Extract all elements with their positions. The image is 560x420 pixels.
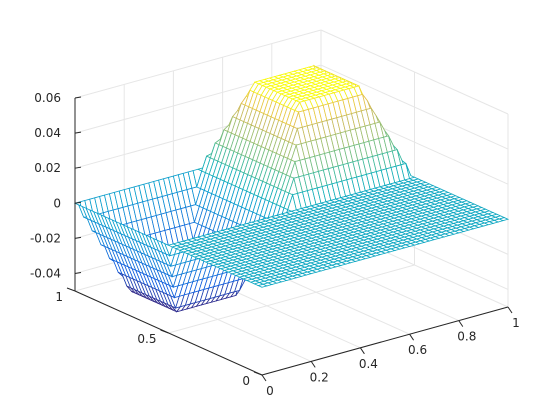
side-wall-grid-line	[320, 64, 509, 150]
axis-lines	[66, 96, 513, 382]
x-tick-label: 0.8	[457, 330, 476, 344]
z-tick-mark	[74, 201, 82, 204]
z-tick-mark	[74, 271, 82, 274]
x-tick-mark	[458, 320, 464, 327]
x-tick-mark	[409, 333, 415, 341]
y-tick-label: 0.5	[137, 332, 156, 346]
z-tick-label: 0	[53, 196, 61, 210]
y-tick-mark	[66, 287, 76, 292]
z-tick-label: 0.04	[34, 126, 61, 140]
x-tick-label: 0.6	[408, 343, 427, 357]
y-tick-label: 1	[55, 290, 63, 304]
z-tick-label: -0.02	[30, 231, 61, 245]
z-tick-mark	[74, 166, 82, 169]
surface-mesh	[73, 64, 510, 313]
x-tick-mark	[507, 306, 513, 314]
y-tick-mark	[253, 371, 263, 376]
x-axis-line	[261, 306, 509, 376]
z-tick-mark	[74, 131, 82, 134]
x-tick-mark	[310, 361, 316, 368]
y-tick-mark	[160, 329, 169, 334]
z-tick-label: 0.06	[34, 91, 61, 105]
y-tick-label: 0	[242, 374, 250, 388]
z-tick-label: -0.04	[30, 266, 61, 280]
x-tick-label: 0.4	[359, 357, 378, 371]
floor-grid-line	[168, 264, 415, 334]
z-tick-mark	[74, 236, 82, 239]
x-tick-mark	[359, 347, 365, 355]
x-tick-label: 0.2	[310, 370, 329, 384]
side-wall-grid-line	[320, 29, 509, 115]
z-tick-mark	[74, 96, 82, 99]
tick-labels: 0 0.2 0.4 0.6 0.8 1 0 0.5 1 -0.04 -0.02 0 0.02 0.04 0.…	[30, 91, 520, 398]
x-tick-mark	[261, 374, 267, 382]
surface-cell	[498, 217, 510, 222]
x-tick-label: 1	[512, 316, 520, 330]
z-tick-label: 0.02	[34, 161, 61, 175]
x-tick-label: 0	[266, 384, 274, 398]
back-wall-grid-line	[74, 29, 322, 99]
